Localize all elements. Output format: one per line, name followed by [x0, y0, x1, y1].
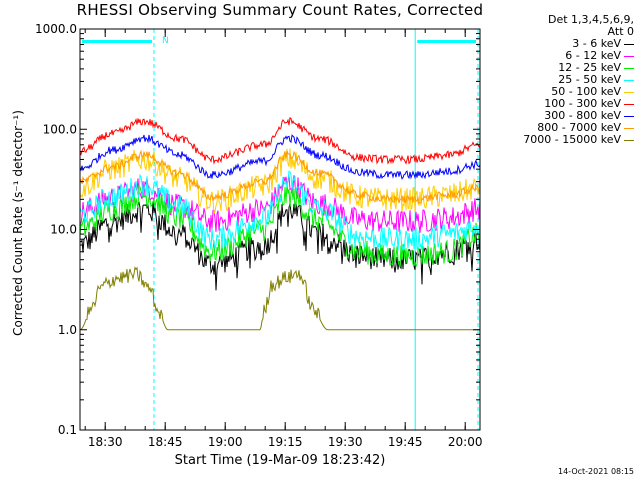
series-line-8: [79, 266, 480, 331]
x-tick-label-0: 18:30: [88, 435, 123, 449]
legend-label: 25 - 50 keV: [558, 73, 621, 86]
y-axis-label: Corrected Count Rate (s⁻¹ detector⁻¹): [11, 110, 25, 336]
y-tick-label-1: 100.0: [43, 122, 77, 136]
legend-header-1: Det 1,3,4,5,6,9,: [547, 13, 634, 26]
annotation-0: N: [162, 36, 169, 46]
y-tick-label-3: 1.0: [58, 323, 77, 337]
legend-label: 100 - 300 keV: [544, 97, 621, 110]
legend-entry-3: 25 - 50 keV: [482, 74, 634, 86]
legend: Det 1,3,4,5,6,9, Att 0 3 - 6 keV 6 - 12 k…: [482, 14, 634, 146]
plot-background: [80, 29, 480, 430]
legend-swatch: [624, 55, 634, 57]
x-tick-label-6: 20:00: [448, 435, 483, 449]
legend-entry-0: 3 - 6 keV: [482, 38, 634, 50]
legend-entry-8: 7000 - 15000 keV: [482, 134, 634, 146]
cyan-bar-0: [82, 40, 152, 43]
legend-label: 50 - 100 keV: [551, 85, 621, 98]
footer-timestamp: 14-Oct-2021 08:15: [558, 467, 634, 476]
x-tick-label-4: 19:30: [328, 435, 363, 449]
legend-label: 300 - 800 keV: [544, 109, 621, 122]
legend-swatch: [624, 67, 634, 69]
legend-entry-2: 12 - 25 keV: [482, 62, 634, 74]
legend-label: 12 - 25 keV: [558, 61, 621, 74]
plot-frame-fill: [80, 29, 480, 430]
series-line-6: [79, 134, 481, 180]
x-tick-label-3: 19:15: [268, 435, 303, 449]
x-tick-label-1: 18:45: [148, 435, 183, 449]
legend-swatch: [624, 43, 634, 45]
cyan-bar-1: [417, 40, 476, 43]
series-line-7: [79, 149, 481, 204]
series-line-3: [79, 170, 481, 251]
legend-label: 6 - 12 keV: [565, 49, 621, 62]
legend-swatch: [624, 139, 634, 141]
y-tick-label-0: 1000.0: [35, 22, 77, 36]
legend-swatch: [624, 91, 634, 93]
legend-header-2: Att 0: [607, 25, 634, 38]
legend-label: 3 - 6 keV: [572, 37, 621, 50]
legend-swatch: [624, 103, 634, 105]
chart-title: RHESSI Observing Summary Count Rates, Co…: [76, 1, 484, 19]
legend-swatch: [624, 79, 634, 81]
x-axis-label: Start Time (19-Mar-09 18:23:42): [174, 453, 386, 468]
y-tick-label-4: 0.1: [58, 423, 77, 437]
series-line-5: [79, 116, 481, 165]
legend-entry-1: 6 - 12 keV: [482, 50, 634, 62]
legend-entry-6: 300 - 800 keV: [482, 110, 634, 122]
legend-entry-5: 100 - 300 keV: [482, 98, 634, 110]
legend-entry-4: 50 - 100 keV: [482, 86, 634, 98]
series-line-4: [79, 148, 481, 216]
x-tick-label-5: 19:45: [388, 435, 423, 449]
legend-label: 7000 - 15000 keV: [523, 133, 621, 146]
legend-entry-7: 800 - 7000 keV: [482, 122, 634, 134]
x-tick-label-2: 19:00: [208, 435, 243, 449]
legend-swatch: [624, 127, 634, 129]
series-lines: [79, 116, 481, 331]
y-tick-label-2: 10.0: [50, 223, 77, 237]
legend-label: 800 - 7000 keV: [537, 121, 621, 134]
legend-swatch: [624, 115, 634, 117]
axes: 1000.0 100.0 10.0 1.0 0.1 18:30 18:45 19:00 19:1…: [35, 22, 482, 449]
